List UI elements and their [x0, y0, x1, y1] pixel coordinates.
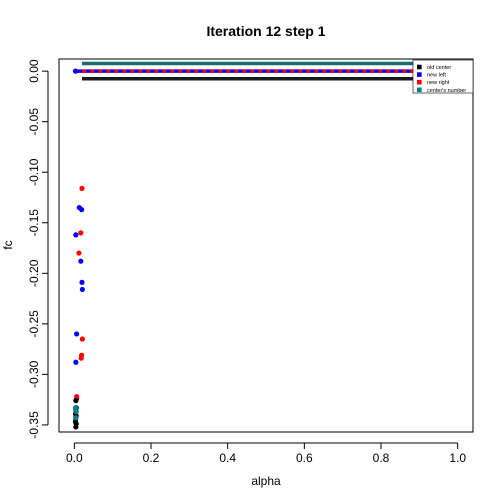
- y-tick-label: 0.00: [27, 59, 41, 83]
- y-tick-label: -0.05: [27, 108, 41, 136]
- point-center-s-number: [73, 409, 79, 415]
- point-new-left: [74, 331, 80, 337]
- x-tick-label: 0.4: [219, 451, 236, 465]
- x-tick-label: 0.2: [143, 451, 160, 465]
- point-center-s-number: [73, 415, 79, 421]
- legend-swatch: [417, 64, 422, 70]
- x-tick-label: 1.0: [449, 451, 466, 465]
- point-new-left: [78, 258, 84, 264]
- x-axis-title: alpha: [251, 474, 281, 488]
- y-tick-label: -0.10: [27, 158, 41, 186]
- point-new-right: [79, 336, 85, 342]
- point-new-left: [79, 286, 85, 293]
- y-axis: 0.00 -0.05 -0.10 -0.15 -0.20 -0.25 -0.30 -0.35: [27, 59, 49, 439]
- point-new-right: [78, 355, 84, 361]
- point-center-s-number: [72, 405, 79, 411]
- y-tick-label: -0.30: [27, 360, 41, 388]
- point-new-right: [78, 230, 84, 236]
- chart-title: Iteration 12 step 1: [206, 23, 325, 39]
- x-tick-label: 0.8: [373, 451, 390, 465]
- plot-frame: [58, 58, 474, 433]
- legend-label: new right: [427, 80, 450, 86]
- y-tick-label: -0.20: [27, 259, 41, 287]
- x-tick-label: 0.6: [296, 451, 313, 465]
- point-new-right: [76, 250, 82, 256]
- hlines-layer: [74, 61, 472, 81]
- point-old-center: [73, 398, 79, 404]
- points-layer: [72, 68, 85, 430]
- legend-swatch: [417, 79, 422, 85]
- legend-box: [412, 59, 474, 94]
- point-new-left: [79, 279, 85, 285]
- x-tick-label: 0.0: [66, 451, 83, 465]
- point-new-left: [79, 207, 85, 213]
- legend-label: old center: [427, 65, 451, 71]
- point-new-right: [74, 394, 80, 400]
- point-new-left: [72, 68, 79, 74]
- y-axis-title: fc: [1, 240, 15, 249]
- legend-swatch: [417, 87, 422, 93]
- point-new-right: [79, 185, 85, 191]
- point-new-left: [73, 359, 79, 365]
- legend-label: new left: [427, 73, 446, 79]
- y-tick-label: -0.25: [27, 310, 41, 338]
- y-tick-label: -0.35: [27, 411, 41, 439]
- y-tick-label: -0.15: [27, 209, 41, 237]
- legend-swatch: [417, 72, 422, 77]
- x-axis: 0.0 0.2 0.4 0.6 0.8 1.0: [66, 442, 466, 465]
- point-old-center: [73, 424, 79, 430]
- point-new-left: [73, 232, 79, 238]
- legend-label: center's number: [427, 88, 466, 94]
